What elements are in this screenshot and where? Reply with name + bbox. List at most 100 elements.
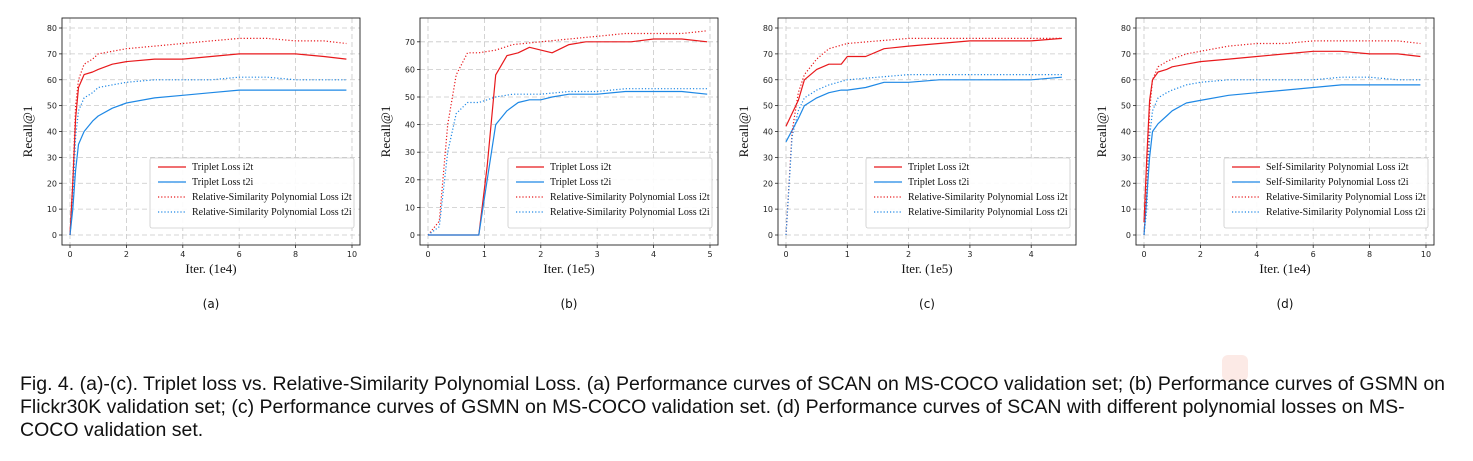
chart-panel-d: 0 10 20 30 40 50 60 70 80 0 2 4 6 8 10 Iter. (1e4) Recal… [1084, 0, 1444, 320]
y-tick-label: 20 [47, 179, 57, 188]
legend-label: Triplet Loss i2t [550, 162, 612, 173]
subfigure-label: (c) [919, 297, 935, 311]
y-tick-label: 10 [763, 205, 773, 214]
series-line-2 [1143, 40, 1421, 236]
chart-a-svg: 0 10 20 30 40 50 60 70 80 0 2 4 6 8 10 Iter. (1e4) Recal… [20, 17, 361, 311]
legend-box [1223, 157, 1429, 229]
x-tick-label: 8 [293, 250, 298, 259]
y-tick-label: 60 [1121, 76, 1131, 85]
x-tick-label: 1 [845, 250, 850, 259]
x-tick-label: 2 [538, 250, 543, 259]
y-tick-label: 40 [763, 128, 773, 137]
series-line-3 [1143, 76, 1421, 236]
x-tick-label: 1 [482, 250, 487, 259]
y-tick-label: 60 [405, 65, 415, 74]
y-axis-label: Recall@1 [20, 106, 35, 158]
chart-panel-a: 0 10 20 30 40 50 60 70 80 0 2 4 6 8 10 Iter. (1e4) Recal… [10, 0, 370, 320]
x-tick-label: 0 [425, 250, 430, 259]
y-tick-label: 50 [405, 93, 415, 102]
legend-box [865, 157, 1071, 229]
legend-label: Relative-Similarity Polynomial Loss t2i [550, 207, 710, 218]
series-line-2 [427, 30, 708, 236]
legend-label: Relative-Similarity Polynomial Loss i2t [1266, 192, 1426, 203]
subfigure-label: (d) [1277, 297, 1294, 311]
series-line-1 [1143, 84, 1421, 236]
chart-panel-b: 0 10 20 30 40 50 60 70 0 1 2 3 4 5 Iter. (1e5) Recall@1… [368, 0, 728, 320]
x-tick-label: 2 [124, 250, 129, 259]
y-tick-label: 80 [763, 24, 773, 33]
series-line-1 [69, 89, 347, 236]
y-tick-label: 50 [1121, 102, 1131, 111]
x-axis-label: Iter. (1e4) [185, 261, 236, 276]
y-tick-label: 80 [1121, 24, 1131, 33]
y-tick-label: 0 [768, 231, 773, 240]
y-tick-label: 30 [763, 153, 773, 162]
legend-box [149, 157, 355, 229]
x-tick-label: 5 [707, 250, 712, 259]
plot-frame [61, 17, 361, 246]
x-tick-label: 10 [1421, 250, 1431, 259]
legend-label: Relative-Similarity Polynomial Loss t2i [908, 207, 1068, 218]
plot-frame [419, 17, 719, 246]
x-tick-label: 0 [67, 250, 72, 259]
y-tick-label: 80 [47, 24, 57, 33]
y-tick-label: 30 [47, 153, 57, 162]
x-tick-label: 10 [347, 250, 357, 259]
y-tick-label: 40 [405, 121, 415, 130]
x-tick-label: 6 [237, 250, 242, 259]
y-tick-label: 50 [47, 102, 57, 111]
series-line-0 [785, 37, 1062, 127]
y-tick-label: 30 [1121, 153, 1131, 162]
chart-b-svg: 0 10 20 30 40 50 60 70 0 1 2 3 4 5 Iter. (1e5) Recall@1… [378, 17, 719, 311]
legend-label: Relative-Similarity Polynomial Loss t2i [1266, 207, 1426, 218]
y-tick-label: 50 [763, 102, 773, 111]
series-line-1 [785, 76, 1062, 143]
y-axis-label: Recall@1 [736, 106, 751, 158]
y-tick-label: 20 [763, 179, 773, 188]
series-line-0 [69, 53, 347, 236]
chart-panel-c: 0 10 20 30 40 50 60 70 80 0 1 2 3 4 Iter. (1e5) Recall@… [726, 0, 1086, 320]
legend-box [507, 157, 713, 229]
y-tick-label: 70 [405, 38, 415, 47]
legend-label: Self-Similarity Polynomial Loss t2i [1266, 177, 1409, 188]
x-tick-label: 4 [1254, 250, 1259, 259]
legend-label: Triplet Loss t2i [192, 177, 254, 188]
y-tick-label: 70 [47, 50, 57, 59]
plot-frame [1135, 17, 1435, 246]
series-line-0 [428, 38, 708, 236]
x-tick-label: 4 [1029, 250, 1034, 259]
y-tick-label: 20 [1121, 179, 1131, 188]
y-tick-label: 10 [1121, 205, 1131, 214]
x-tick-label: 3 [595, 250, 600, 259]
y-tick-label: 60 [763, 76, 773, 85]
legend-label: Self-Similarity Polynomial Loss i2t [1266, 162, 1409, 173]
x-axis-label: Iter. (1e4) [1259, 261, 1310, 276]
series-line-2 [69, 37, 347, 236]
series-line-0 [1143, 50, 1421, 223]
legend-label: Relative-Similarity Polynomial Loss i2t [908, 192, 1068, 203]
legend-label: Relative-Similarity Polynomial Loss i2t [192, 192, 352, 203]
y-tick-label: 30 [405, 148, 415, 157]
y-tick-label: 0 [52, 231, 57, 240]
y-tick-label: 10 [47, 205, 57, 214]
y-axis-label: Recall@1 [1094, 106, 1109, 158]
series-line-3 [69, 76, 347, 236]
x-tick-label: 8 [1367, 250, 1372, 259]
chart-c-svg: 0 10 20 30 40 50 60 70 80 0 1 2 3 4 Iter. (1e5) Recall@… [736, 17, 1077, 311]
y-tick-label: 40 [47, 128, 57, 137]
y-tick-label: 0 [410, 231, 415, 240]
x-tick-label: 6 [1311, 250, 1316, 259]
series-line-2 [785, 37, 1062, 236]
y-axis-label: Recall@1 [378, 106, 393, 158]
x-axis-label: Iter. (1e5) [901, 261, 952, 276]
series-line-1 [428, 90, 708, 236]
y-tick-label: 20 [405, 176, 415, 185]
x-tick-label: 0 [1141, 250, 1146, 259]
y-tick-label: 70 [763, 50, 773, 59]
plot-frame [777, 17, 1077, 246]
x-tick-label: 4 [180, 250, 185, 259]
x-tick-label: 0 [783, 250, 788, 259]
y-tick-label: 40 [1121, 128, 1131, 137]
legend-label: Triplet Loss t2i [908, 177, 970, 188]
legend-label: Triplet Loss i2t [192, 162, 254, 173]
